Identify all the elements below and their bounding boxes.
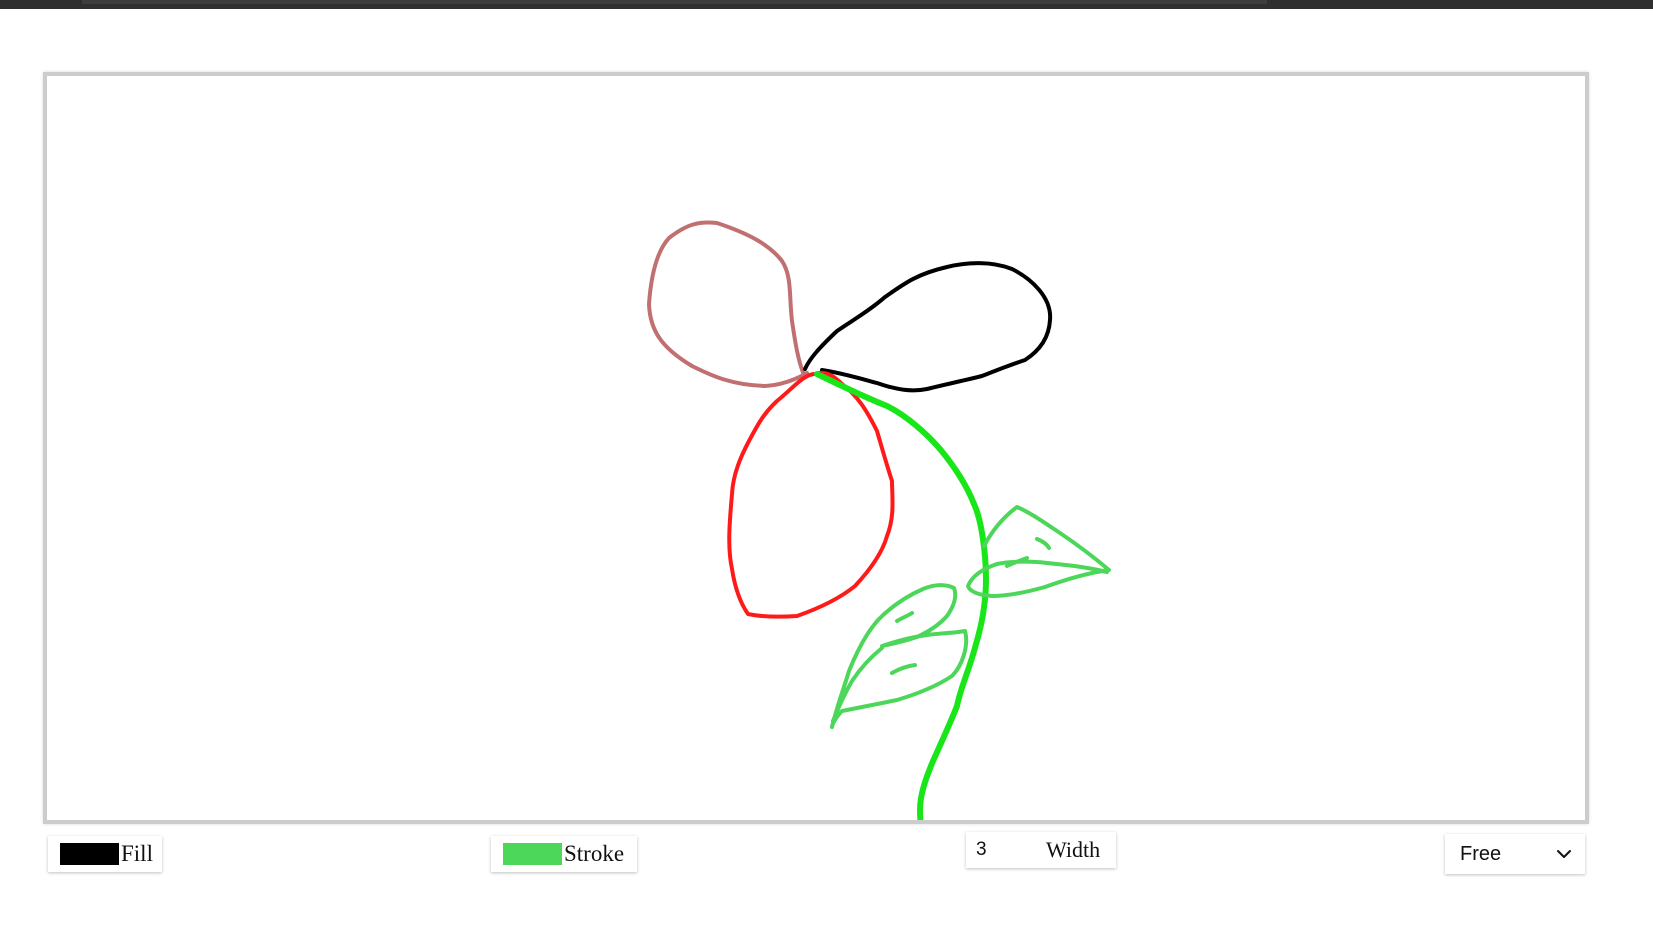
draw-mode-value[interactable]: Free [1460, 842, 1502, 865]
chevron-down-icon[interactable] [1555, 845, 1573, 863]
stroke-color-control[interactable]: Stroke [491, 836, 637, 872]
browser-tab-strip [82, 0, 1267, 4]
fill-color-control[interactable]: Fill [48, 836, 162, 872]
fill-color-swatch[interactable] [60, 843, 119, 865]
stroke-width-control[interactable]: 3 Width [966, 832, 1116, 868]
draw-mode-select[interactable]: Free [1445, 834, 1585, 874]
drawing-canvas[interactable] [43, 72, 1589, 824]
leaf-left-inner [890, 663, 917, 675]
stroke-color-swatch[interactable] [503, 843, 562, 865]
browser-top-bar [0, 0, 1653, 9]
leaf-right [966, 505, 1111, 598]
drawing-surface[interactable] [47, 76, 1585, 820]
width-input[interactable]: 3 [976, 839, 987, 860]
leaf-left [830, 583, 969, 729]
stroke-label: Stroke [564, 841, 625, 866]
petal-red [727, 370, 895, 619]
petal-pink [647, 220, 809, 388]
petal-black [803, 261, 1053, 393]
width-label: Width [1046, 837, 1101, 862]
stem [814, 371, 989, 820]
fill-label: Fill [121, 841, 153, 866]
